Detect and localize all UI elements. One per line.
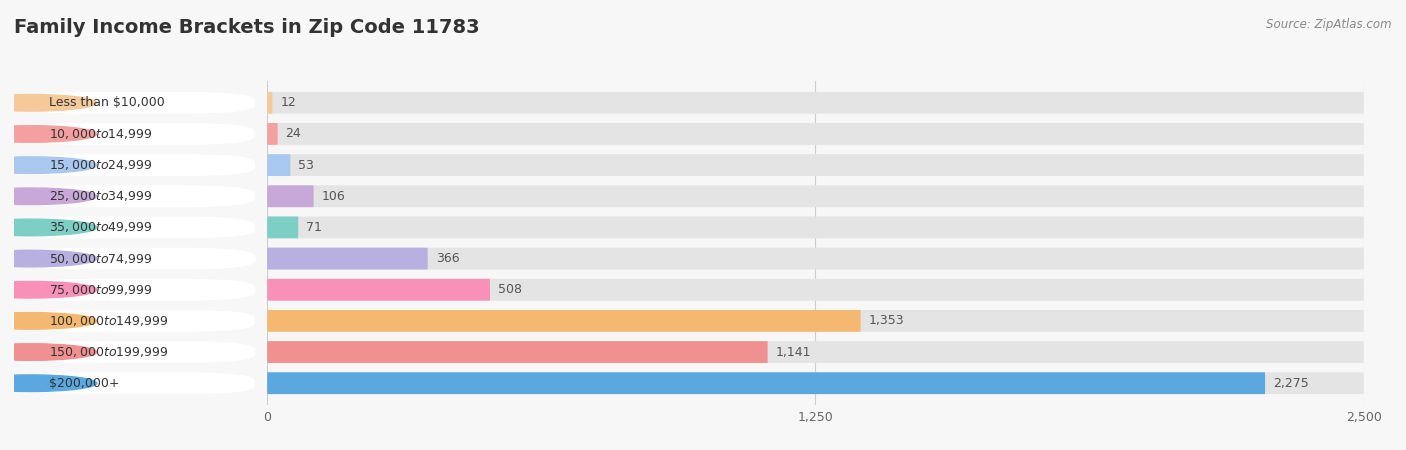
FancyBboxPatch shape [267,248,1364,270]
FancyBboxPatch shape [267,310,1364,332]
FancyBboxPatch shape [267,154,291,176]
FancyBboxPatch shape [267,216,298,238]
FancyBboxPatch shape [267,185,1364,207]
Text: 71: 71 [307,221,322,234]
FancyBboxPatch shape [267,372,1265,394]
FancyBboxPatch shape [20,248,256,270]
FancyBboxPatch shape [267,92,1364,114]
Text: $35,000 to $49,999: $35,000 to $49,999 [48,220,152,234]
FancyBboxPatch shape [20,185,256,207]
Circle shape [0,188,97,205]
Text: 53: 53 [298,158,314,171]
FancyBboxPatch shape [20,123,256,145]
Text: $75,000 to $99,999: $75,000 to $99,999 [48,283,152,297]
FancyBboxPatch shape [20,154,256,176]
FancyBboxPatch shape [267,92,273,114]
FancyBboxPatch shape [20,92,256,114]
FancyBboxPatch shape [267,154,1364,176]
FancyBboxPatch shape [267,372,1364,394]
Circle shape [0,94,97,111]
Circle shape [0,126,97,142]
Text: Family Income Brackets in Zip Code 11783: Family Income Brackets in Zip Code 11783 [14,18,479,37]
Text: 366: 366 [436,252,460,265]
FancyBboxPatch shape [20,341,256,363]
FancyBboxPatch shape [267,341,1364,363]
Circle shape [0,313,97,329]
Circle shape [0,157,97,173]
FancyBboxPatch shape [267,341,768,363]
Text: 1,353: 1,353 [869,315,904,328]
Text: 24: 24 [285,127,301,140]
FancyBboxPatch shape [267,185,314,207]
Text: $25,000 to $34,999: $25,000 to $34,999 [48,189,152,203]
Text: $50,000 to $74,999: $50,000 to $74,999 [48,252,152,266]
Circle shape [0,250,97,267]
Text: 508: 508 [498,283,522,296]
FancyBboxPatch shape [267,123,277,145]
Text: $200,000+: $200,000+ [48,377,120,390]
FancyBboxPatch shape [20,372,256,394]
Text: 12: 12 [280,96,297,109]
Text: $150,000 to $199,999: $150,000 to $199,999 [48,345,167,359]
FancyBboxPatch shape [267,279,489,301]
Circle shape [0,375,97,392]
FancyBboxPatch shape [267,248,427,270]
FancyBboxPatch shape [267,310,860,332]
FancyBboxPatch shape [267,123,1364,145]
Text: $10,000 to $14,999: $10,000 to $14,999 [48,127,152,141]
FancyBboxPatch shape [20,216,256,238]
Circle shape [0,344,97,360]
Text: 2,275: 2,275 [1272,377,1309,390]
FancyBboxPatch shape [20,310,256,332]
Text: $15,000 to $24,999: $15,000 to $24,999 [48,158,152,172]
Text: Less than $10,000: Less than $10,000 [48,96,165,109]
FancyBboxPatch shape [267,279,1364,301]
Text: $100,000 to $149,999: $100,000 to $149,999 [48,314,167,328]
FancyBboxPatch shape [267,216,1364,238]
Text: 1,141: 1,141 [776,346,811,359]
Text: Source: ZipAtlas.com: Source: ZipAtlas.com [1267,18,1392,31]
FancyBboxPatch shape [20,279,256,301]
Circle shape [0,281,97,298]
Circle shape [0,219,97,236]
Text: 106: 106 [322,190,346,203]
